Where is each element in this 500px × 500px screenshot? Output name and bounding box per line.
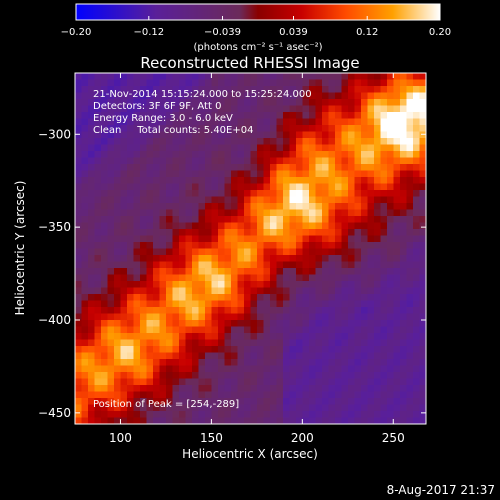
axis-ticks: 100 150 200 250 −300 −350 −400 −450 bbox=[38, 73, 426, 445]
x-axis-label: Heliocentric X (arcsec) bbox=[182, 447, 318, 461]
colorbar-ticks: −0.20 −0.12 −0.039 0.039 0.12 0.20 bbox=[61, 16, 451, 38]
y-tick-label: −350 bbox=[38, 220, 71, 234]
y-tick-label: −400 bbox=[38, 313, 71, 327]
y-tick-label: −450 bbox=[38, 406, 71, 420]
y-tick-label: −300 bbox=[38, 127, 71, 141]
y-axis-label: Heliocentric Y (arcsec) bbox=[13, 181, 27, 316]
chart-title: Reconstructed RHESSI Image bbox=[140, 54, 359, 72]
colorbar-tick-label: 0.039 bbox=[279, 27, 308, 38]
x-tick-label: 100 bbox=[109, 431, 132, 445]
peak-position-label: Position of Peak = [254,-289] bbox=[93, 399, 239, 410]
colorbar-gradient bbox=[75, 3, 441, 21]
plot-frame bbox=[74, 72, 427, 425]
colorbar: −0.20 −0.12 −0.039 0.039 0.12 0.20 (photons c… bbox=[61, 3, 451, 53]
info-annotations: 21-Nov-2014 15:15:24.000 to 15:25:24.000… bbox=[93, 89, 312, 410]
heatmap-image bbox=[75, 73, 426, 424]
colorbar-unit-label: (photons cm⁻² s⁻¹ asec⁻²) bbox=[193, 42, 322, 53]
colorbar-tick-label: −0.039 bbox=[204, 27, 241, 38]
colorbar-tick-label: 0.12 bbox=[356, 27, 378, 38]
heatmap-area: 100 150 200 250 −300 −350 −400 −450 bbox=[38, 72, 427, 445]
colorbar-tick-label: −0.20 bbox=[61, 27, 92, 38]
annotation-clean-counts: Clean Total counts: 5.40E+04 bbox=[93, 125, 253, 136]
annotation-time-range: 21-Nov-2014 15:15:24.000 to 15:25:24.000 bbox=[93, 89, 312, 100]
x-tick-label: 250 bbox=[382, 431, 405, 445]
annotation-detectors: Detectors: 3F 6F 9F, Att 0 bbox=[93, 101, 221, 112]
footer-date: 8-Aug-2017 21:37 bbox=[387, 483, 495, 497]
x-tick-label: 200 bbox=[291, 431, 314, 445]
x-tick-label: 150 bbox=[200, 431, 223, 445]
colorbar-tick-label: 0.20 bbox=[429, 27, 451, 38]
annotation-energy-range: Energy Range: 3.0 - 6.0 keV bbox=[93, 113, 233, 124]
colorbar-tick-label: −0.12 bbox=[133, 27, 164, 38]
